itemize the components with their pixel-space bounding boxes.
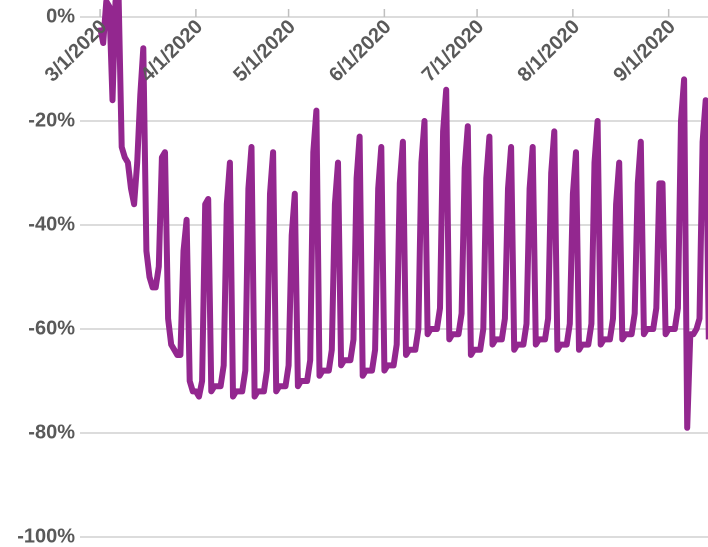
y-tick-label: -80%: [28, 421, 75, 443]
x-tick-label: 7/1/2020: [418, 16, 489, 87]
y-tick-label: -60%: [28, 317, 75, 339]
y-tick-label: -20%: [28, 109, 75, 131]
x-tick-label: 4/1/2020: [137, 16, 208, 87]
y-tick-label: 0%: [46, 5, 75, 27]
y-tick-label: -100%: [17, 525, 75, 547]
data-line: [97, 0, 708, 431]
x-tick-label: 6/1/2020: [325, 16, 396, 87]
x-tick-label: 5/1/2020: [229, 16, 300, 87]
x-tick-label: 8/1/2020: [514, 16, 585, 87]
y-tick-label: -40%: [28, 213, 75, 235]
x-tick-label: 9/1/2020: [609, 16, 680, 87]
